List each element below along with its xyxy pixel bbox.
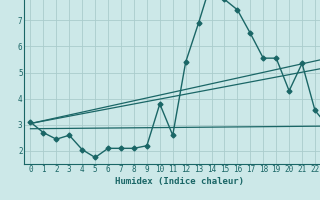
X-axis label: Humidex (Indice chaleur): Humidex (Indice chaleur) [115, 177, 244, 186]
